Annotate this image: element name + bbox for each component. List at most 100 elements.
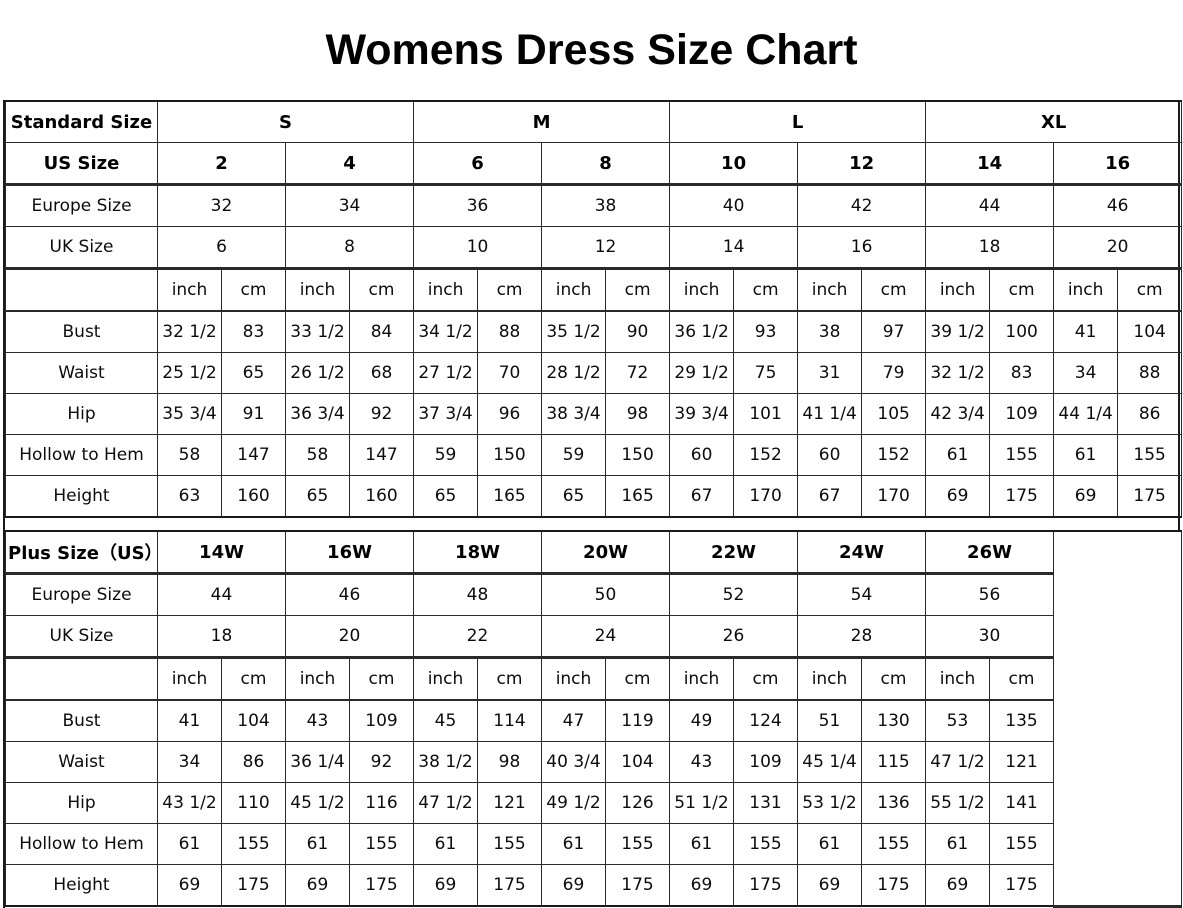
- measurement-value-cell: 28 1/2: [541, 352, 607, 394]
- measurement-row-label: Waist: [5, 741, 158, 783]
- measurement-value-cell: 69: [925, 864, 990, 907]
- measurement-value-cell: 109: [989, 393, 1055, 435]
- unit-header-cell: cm: [477, 268, 543, 312]
- unit-header-cell: inch: [1053, 268, 1119, 312]
- measurement-value-cell: 109: [349, 699, 414, 742]
- plus-size-table: Plus Size（US） 14W 16W 18W 20W 22W 24W 26W Europe…: [5, 530, 1182, 908]
- uk-size-cell: 24: [541, 615, 670, 659]
- unit-header-cell: cm: [221, 657, 286, 701]
- measurement-value-cell: 32 1/2: [157, 310, 222, 353]
- uk-size-label: UK Size: [5, 226, 158, 270]
- measurement-value-cell: 59: [413, 434, 479, 476]
- measurement-value-cell: 69: [797, 864, 862, 907]
- measurement-row-label: Bust: [5, 310, 158, 353]
- uk-size-cell: 30: [925, 615, 1054, 659]
- europe-size-cell: 54: [797, 573, 926, 616]
- measurement-value-cell: 155: [477, 823, 542, 865]
- uk-size-cell: 20: [285, 615, 414, 659]
- measurement-value-cell: 155: [989, 823, 1054, 865]
- unit-header-cell: inch: [413, 657, 478, 701]
- measurement-value-cell: 35 1/2: [541, 310, 607, 353]
- measurement-value-cell: 45 1/4: [797, 741, 862, 783]
- measurement-value-cell: 69: [925, 475, 991, 518]
- unit-header-cell: inch: [797, 657, 862, 701]
- measurement-value-cell: 45 1/2: [285, 782, 350, 824]
- measurement-value-cell: 34: [1053, 352, 1119, 394]
- us-size-cell: 10: [669, 142, 799, 186]
- unit-header-cell: inch: [925, 268, 991, 312]
- us-size-cell: 4: [284, 142, 415, 186]
- europe-size-cell: 50: [541, 573, 670, 616]
- europe-size-cell: 38: [541, 184, 671, 227]
- measurement-value-cell: 150: [605, 434, 671, 476]
- plus-size-cell: 14W: [157, 530, 286, 575]
- europe-size-cell: 44: [157, 573, 286, 616]
- measurement-value-cell: 35 3/4: [157, 393, 222, 435]
- measurement-row-label: Bust: [5, 699, 158, 742]
- measurement-value-cell: 165: [477, 475, 543, 518]
- measurement-value-cell: 26 1/2: [285, 352, 350, 394]
- us-size-cell: 16: [1053, 142, 1183, 186]
- standard-size-cell: XL: [925, 100, 1183, 143]
- measurement-value-cell: 141: [989, 782, 1054, 824]
- measurement-value-cell: 110: [221, 782, 286, 824]
- unit-header-cell: inch: [413, 268, 479, 312]
- standard-size-cell: S: [156, 100, 415, 143]
- measurement-value-cell: 39 3/4: [669, 393, 735, 435]
- europe-size-label: Europe Size: [5, 184, 158, 227]
- measurement-value-cell: 175: [733, 864, 798, 907]
- measurement-value-cell: 84: [348, 310, 415, 353]
- measurement-value-cell: 69: [541, 864, 606, 907]
- measurement-row-label: Waist: [5, 352, 158, 394]
- measurement-value-cell: 155: [989, 434, 1055, 476]
- plus-size-cell: 18W: [413, 530, 542, 575]
- measurement-value-cell: 92: [348, 393, 415, 435]
- measurement-value-cell: 25 1/2: [157, 352, 222, 394]
- us-size-cell: 2: [157, 142, 286, 186]
- measurement-value-cell: 61: [541, 823, 606, 865]
- measurement-value-cell: 93: [733, 310, 799, 353]
- unit-header-cell: cm: [605, 268, 671, 312]
- measurement-value-cell: 49: [669, 699, 734, 742]
- measurement-value-cell: 92: [349, 741, 414, 783]
- measurement-value-cell: 121: [989, 741, 1054, 783]
- measurement-value-cell: 160: [348, 475, 415, 518]
- measurement-value-cell: 27 1/2: [413, 352, 479, 394]
- measurement-value-cell: 155: [605, 823, 670, 865]
- measurement-value-cell: 42 3/4: [925, 393, 991, 435]
- units-row-label: [5, 268, 158, 312]
- measurement-value-cell: 155: [733, 823, 798, 865]
- uk-size-cell: 14: [669, 226, 799, 270]
- europe-size-cell: 56: [925, 573, 1054, 616]
- us-size-label: US Size: [5, 142, 158, 186]
- europe-size-cell: 40: [669, 184, 799, 227]
- measurement-value-cell: 91: [221, 393, 286, 435]
- uk-size-cell: 28: [797, 615, 926, 659]
- measurement-value-cell: 75: [733, 352, 799, 394]
- europe-size-label: Europe Size: [5, 573, 158, 616]
- measurement-value-cell: 31: [797, 352, 863, 394]
- measurement-value-cell: 175: [989, 475, 1055, 518]
- measurement-value-cell: 88: [477, 310, 543, 353]
- units-row-label: [5, 657, 158, 701]
- uk-size-cell: 22: [413, 615, 542, 659]
- measurement-row-label: Height: [5, 475, 158, 518]
- europe-size-cell: 46: [285, 573, 414, 616]
- us-size-cell: 12: [797, 142, 927, 186]
- measurement-value-cell: 175: [1117, 475, 1183, 518]
- uk-size-cell: 18: [157, 615, 286, 659]
- measurement-value-cell: 119: [605, 699, 670, 742]
- measurement-value-cell: 109: [733, 741, 798, 783]
- measurement-value-cell: 29 1/2: [669, 352, 735, 394]
- plus-size-cell: 22W: [669, 530, 798, 575]
- measurement-value-cell: 114: [477, 699, 542, 742]
- measurement-value-cell: 43 1/2: [157, 782, 222, 824]
- measurement-value-cell: 126: [605, 782, 670, 824]
- unit-header-cell: inch: [285, 268, 350, 312]
- measurement-value-cell: 83: [989, 352, 1055, 394]
- uk-size-cell: 8: [284, 226, 415, 270]
- measurement-value-cell: 124: [733, 699, 798, 742]
- measurement-value-cell: 36 1/2: [669, 310, 735, 353]
- measurement-value-cell: 147: [348, 434, 415, 476]
- standard-size-table-mount: Standard Size S M L XL US Size 2 4 6 8 10 12 14 16 Eur…: [5, 100, 1183, 518]
